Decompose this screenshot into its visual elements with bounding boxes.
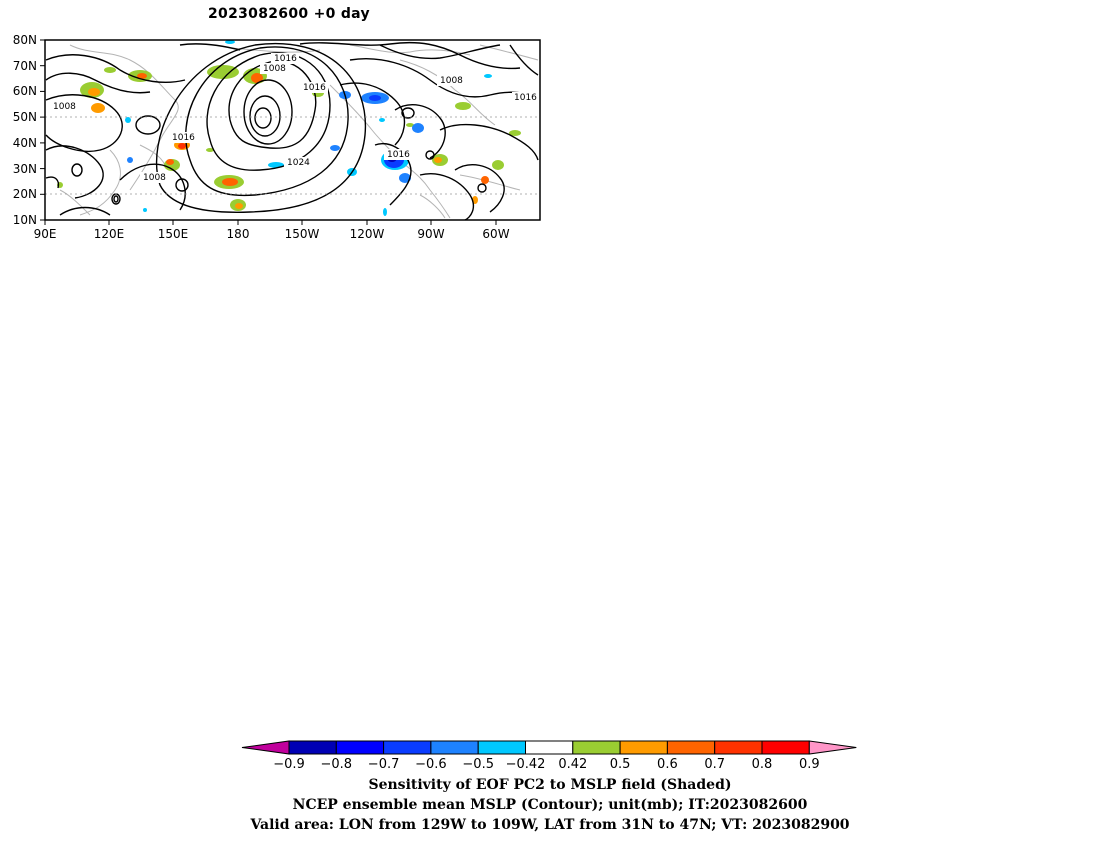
- colorbar-tick-label: 0.42: [558, 757, 587, 772]
- colorbar-tick-label: 0.6: [657, 757, 678, 772]
- lat-axis: [40, 39, 45, 221]
- contour-label: 1008: [53, 102, 76, 112]
- lon-tick-label: 150W: [285, 227, 320, 241]
- colorbar-box: [714, 740, 763, 755]
- colorbar-tick-label: 0.9: [799, 757, 820, 772]
- colorbar-labels: −0.9 −0.8 −0.7 −0.6 −0.5 −0.42 0.42 0.5 0.6 0.7 0.…: [273, 757, 819, 772]
- colorbar-tick-label: 0.7: [704, 757, 725, 772]
- contour-label: 1008: [440, 76, 463, 86]
- lat-labels: 80N 70N 60N 50N 40N 30N 20N 10N: [13, 33, 37, 227]
- lat-tick-label: 10N: [13, 213, 37, 227]
- contour-label: 1016: [172, 133, 195, 143]
- caption-line-2: NCEP ensemble mean MSLP (Contour); unit(…: [292, 797, 808, 813]
- lat-tick-label: 40N: [13, 136, 37, 150]
- map-title: 2023082600 +0 day: [208, 6, 370, 22]
- lon-tick-label: 120E: [94, 227, 125, 241]
- contour-label: 1016: [514, 93, 537, 103]
- map-panel: 1016 1008 1016 1008 1008 1016 1016 1024 …: [13, 33, 541, 241]
- lon-tick-label: 90W: [417, 227, 444, 241]
- colorbar-box: [761, 740, 810, 755]
- colorbar-tick-label: −0.7: [368, 757, 400, 772]
- colorbar-tick-label: 0.5: [610, 757, 631, 772]
- colorbar-tick-label: −0.5: [462, 757, 494, 772]
- lon-tick-label: 90E: [34, 227, 57, 241]
- colorbar-tick-label: −0.8: [321, 757, 353, 772]
- colorbar-tick-label: 0.8: [752, 757, 773, 772]
- coastlines: [59, 44, 539, 219]
- contour-label: 1016: [387, 150, 410, 160]
- colorbar-box: [335, 740, 385, 755]
- colorbar-box: [572, 740, 621, 755]
- colorbar-over-triangle: [808, 740, 857, 755]
- colorbar-box: [430, 740, 479, 755]
- lon-labels: 90E 120E 150E 180 150W 120W 90W 60W: [34, 227, 510, 241]
- contour-labels: 1016 1008 1016 1008 1008 1016 1016 1024 …: [50, 53, 540, 183]
- colorbar-box: [288, 740, 337, 755]
- lat-tick-label: 50N: [13, 110, 37, 124]
- caption-line-3: Valid area: LON from 129W to 109W, LAT f…: [250, 817, 850, 833]
- contour-label: 1016: [303, 83, 326, 93]
- lat-tick-label: 30N: [13, 162, 37, 176]
- contour-label: 1008: [263, 64, 286, 74]
- map-frame: [44, 39, 541, 221]
- colorbar-boxes: [241, 740, 857, 755]
- colorbar-under-triangle: [241, 740, 290, 755]
- lat-tick-label: 20N: [13, 187, 37, 201]
- mslp-contours: [45, 41, 539, 221]
- colorbar-box: [383, 740, 432, 755]
- lat-tick-label: 80N: [13, 33, 37, 47]
- contour-label: 1008: [143, 173, 166, 183]
- caption-line-1: Sensitivity of EOF PC2 to MSLP field (Sh…: [368, 777, 732, 793]
- colorbar-tick-label: −0.9: [273, 757, 305, 772]
- colorbar-box: [525, 740, 574, 755]
- negative-patches: [125, 40, 492, 216]
- lon-tick-label: 60W: [482, 227, 509, 241]
- lon-tick-label: 150E: [158, 227, 189, 241]
- lat-tick-label: 60N: [13, 84, 37, 98]
- lon-tick-label: 120W: [350, 227, 385, 241]
- colorbar-tick-label: −0.42: [506, 757, 546, 772]
- lat-tick-label: 70N: [13, 59, 37, 73]
- lon-tick-label: 180: [227, 227, 250, 241]
- lon-axis: [44, 220, 497, 225]
- colorbar-tick-label: −0.6: [415, 757, 447, 772]
- colorbar-box: [619, 740, 668, 755]
- colorbar-box: [477, 740, 527, 755]
- contour-label: 1024: [287, 158, 310, 168]
- colorbar-box: [666, 740, 716, 755]
- contour-label: 1016: [274, 54, 297, 64]
